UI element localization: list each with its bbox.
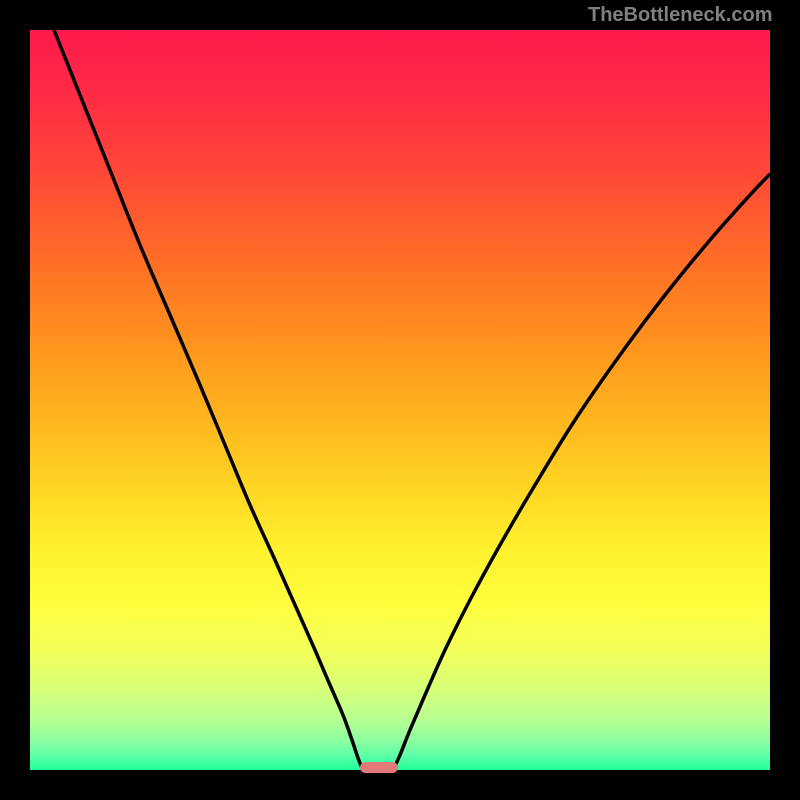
plot-area: [30, 30, 770, 770]
optimal-marker: [360, 762, 398, 773]
chart-container: TheBottleneck.com: [0, 0, 800, 800]
watermark-text: TheBottleneck.com: [588, 4, 772, 27]
bottleneck-curve: [30, 30, 770, 770]
